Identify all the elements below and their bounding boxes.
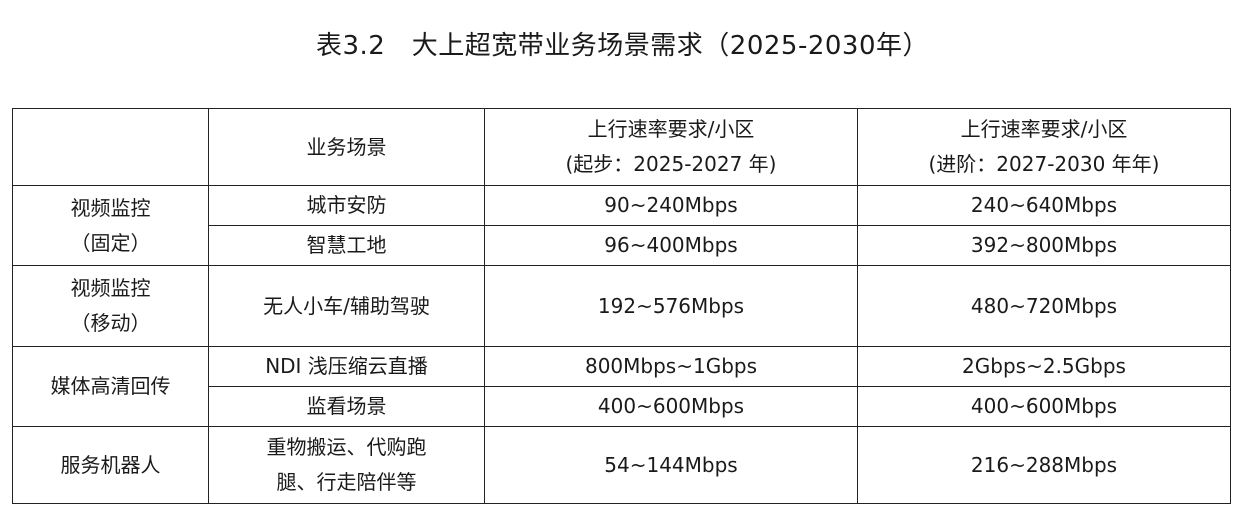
scenario-cell: NDI 浅压缩云直播 [208,346,485,387]
header-advanced-line2: (进阶：2027-2030 年年) [928,152,1160,176]
header-scenario: 业务场景 [208,108,485,186]
header-basic-line2: (起步：2025-2027 年) [565,152,777,176]
scenario-cell: 监看场景 [208,386,485,427]
scenario-cell: 重物搬运、代购跑 腿、行走陪伴等 [208,426,485,504]
table-row: 智慧工地 96~400Mbps 392~800Mbps [13,225,1231,266]
group-video-fixed: 视频监控 （固定） [12,185,209,266]
basic-rate-cell: 90~240Mbps [484,185,858,226]
advanced-rate-cell: 216~288Mbps [857,426,1231,504]
basic-rate-cell: 96~400Mbps [484,225,858,266]
group-video-fixed-line1: 视频监控 [70,195,151,220]
group-video-mobile-line2: （移动） [70,311,151,335]
basic-rate-cell: 192~576Mbps [484,265,858,347]
header-empty-cell [12,108,209,186]
requirements-table: 业务场景 上行速率要求/小区 (起步：2025-2027 年) 上行速率要求/小… [12,108,1231,504]
advanced-rate-cell: 392~800Mbps [857,225,1231,266]
advanced-rate-cell: 2Gbps~2.5Gbps [857,346,1231,387]
group-video-mobile-line1: 视频监控 [70,276,151,300]
header-advanced-rate: 上行速率要求/小区 (进阶：2027-2030 年年) [857,108,1231,186]
table-row: 媒体高清回传 NDI 浅压缩云直播 800Mbps~1Gbps 2Gbps~2.… [12,346,1231,427]
scenario-cell: 城市安防 [208,185,485,226]
group-service-robot: 服务机器人 [12,426,209,504]
scenario-cell: 智慧工地 [208,225,485,266]
group-video-fixed-line2: （固定） [70,230,151,255]
group-video-mobile: 视频监控 （移动） [12,265,209,347]
basic-rate-cell: 54~144Mbps [484,426,858,504]
table-header-row: 业务场景 上行速率要求/小区 (起步：2025-2027 年) 上行速率要求/小… [12,108,1231,186]
header-basic-rate: 上行速率要求/小区 (起步：2025-2027 年) [484,108,858,186]
table-caption: 表3.2 大上超宽带业务场景需求（2025-2030年） [315,31,930,61]
header-advanced-line1: 上行速率要求/小区 [960,117,1128,141]
scenario-line2: 腿、行走陪伴等 [276,470,417,494]
table-row: 视频监控 （固定） 城市安防 90~240Mbps 240~640Mbps [12,185,1231,266]
group-media-backhaul: 媒体高清回传 [12,346,209,427]
table-row: 视频监控 （移动） 无人小车/辅助驾驶 192~576Mbps 480~720M… [12,265,1231,347]
header-basic-line1: 上行速率要求/小区 [587,117,755,141]
basic-rate-cell: 800Mbps~1Gbps [484,346,858,387]
scenario-line1: 重物搬运、代购跑 [266,435,427,459]
table-row: 服务机器人 重物搬运、代购跑 腿、行走陪伴等 54~144Mbps 216~28… [12,426,1231,504]
advanced-rate-cell: 240~640Mbps [857,185,1231,226]
advanced-rate-cell: 400~600Mbps [857,386,1231,427]
advanced-rate-cell: 480~720Mbps [857,265,1231,347]
scenario-cell: 无人小车/辅助驾驶 [208,265,485,347]
basic-rate-cell: 400~600Mbps [484,386,858,427]
